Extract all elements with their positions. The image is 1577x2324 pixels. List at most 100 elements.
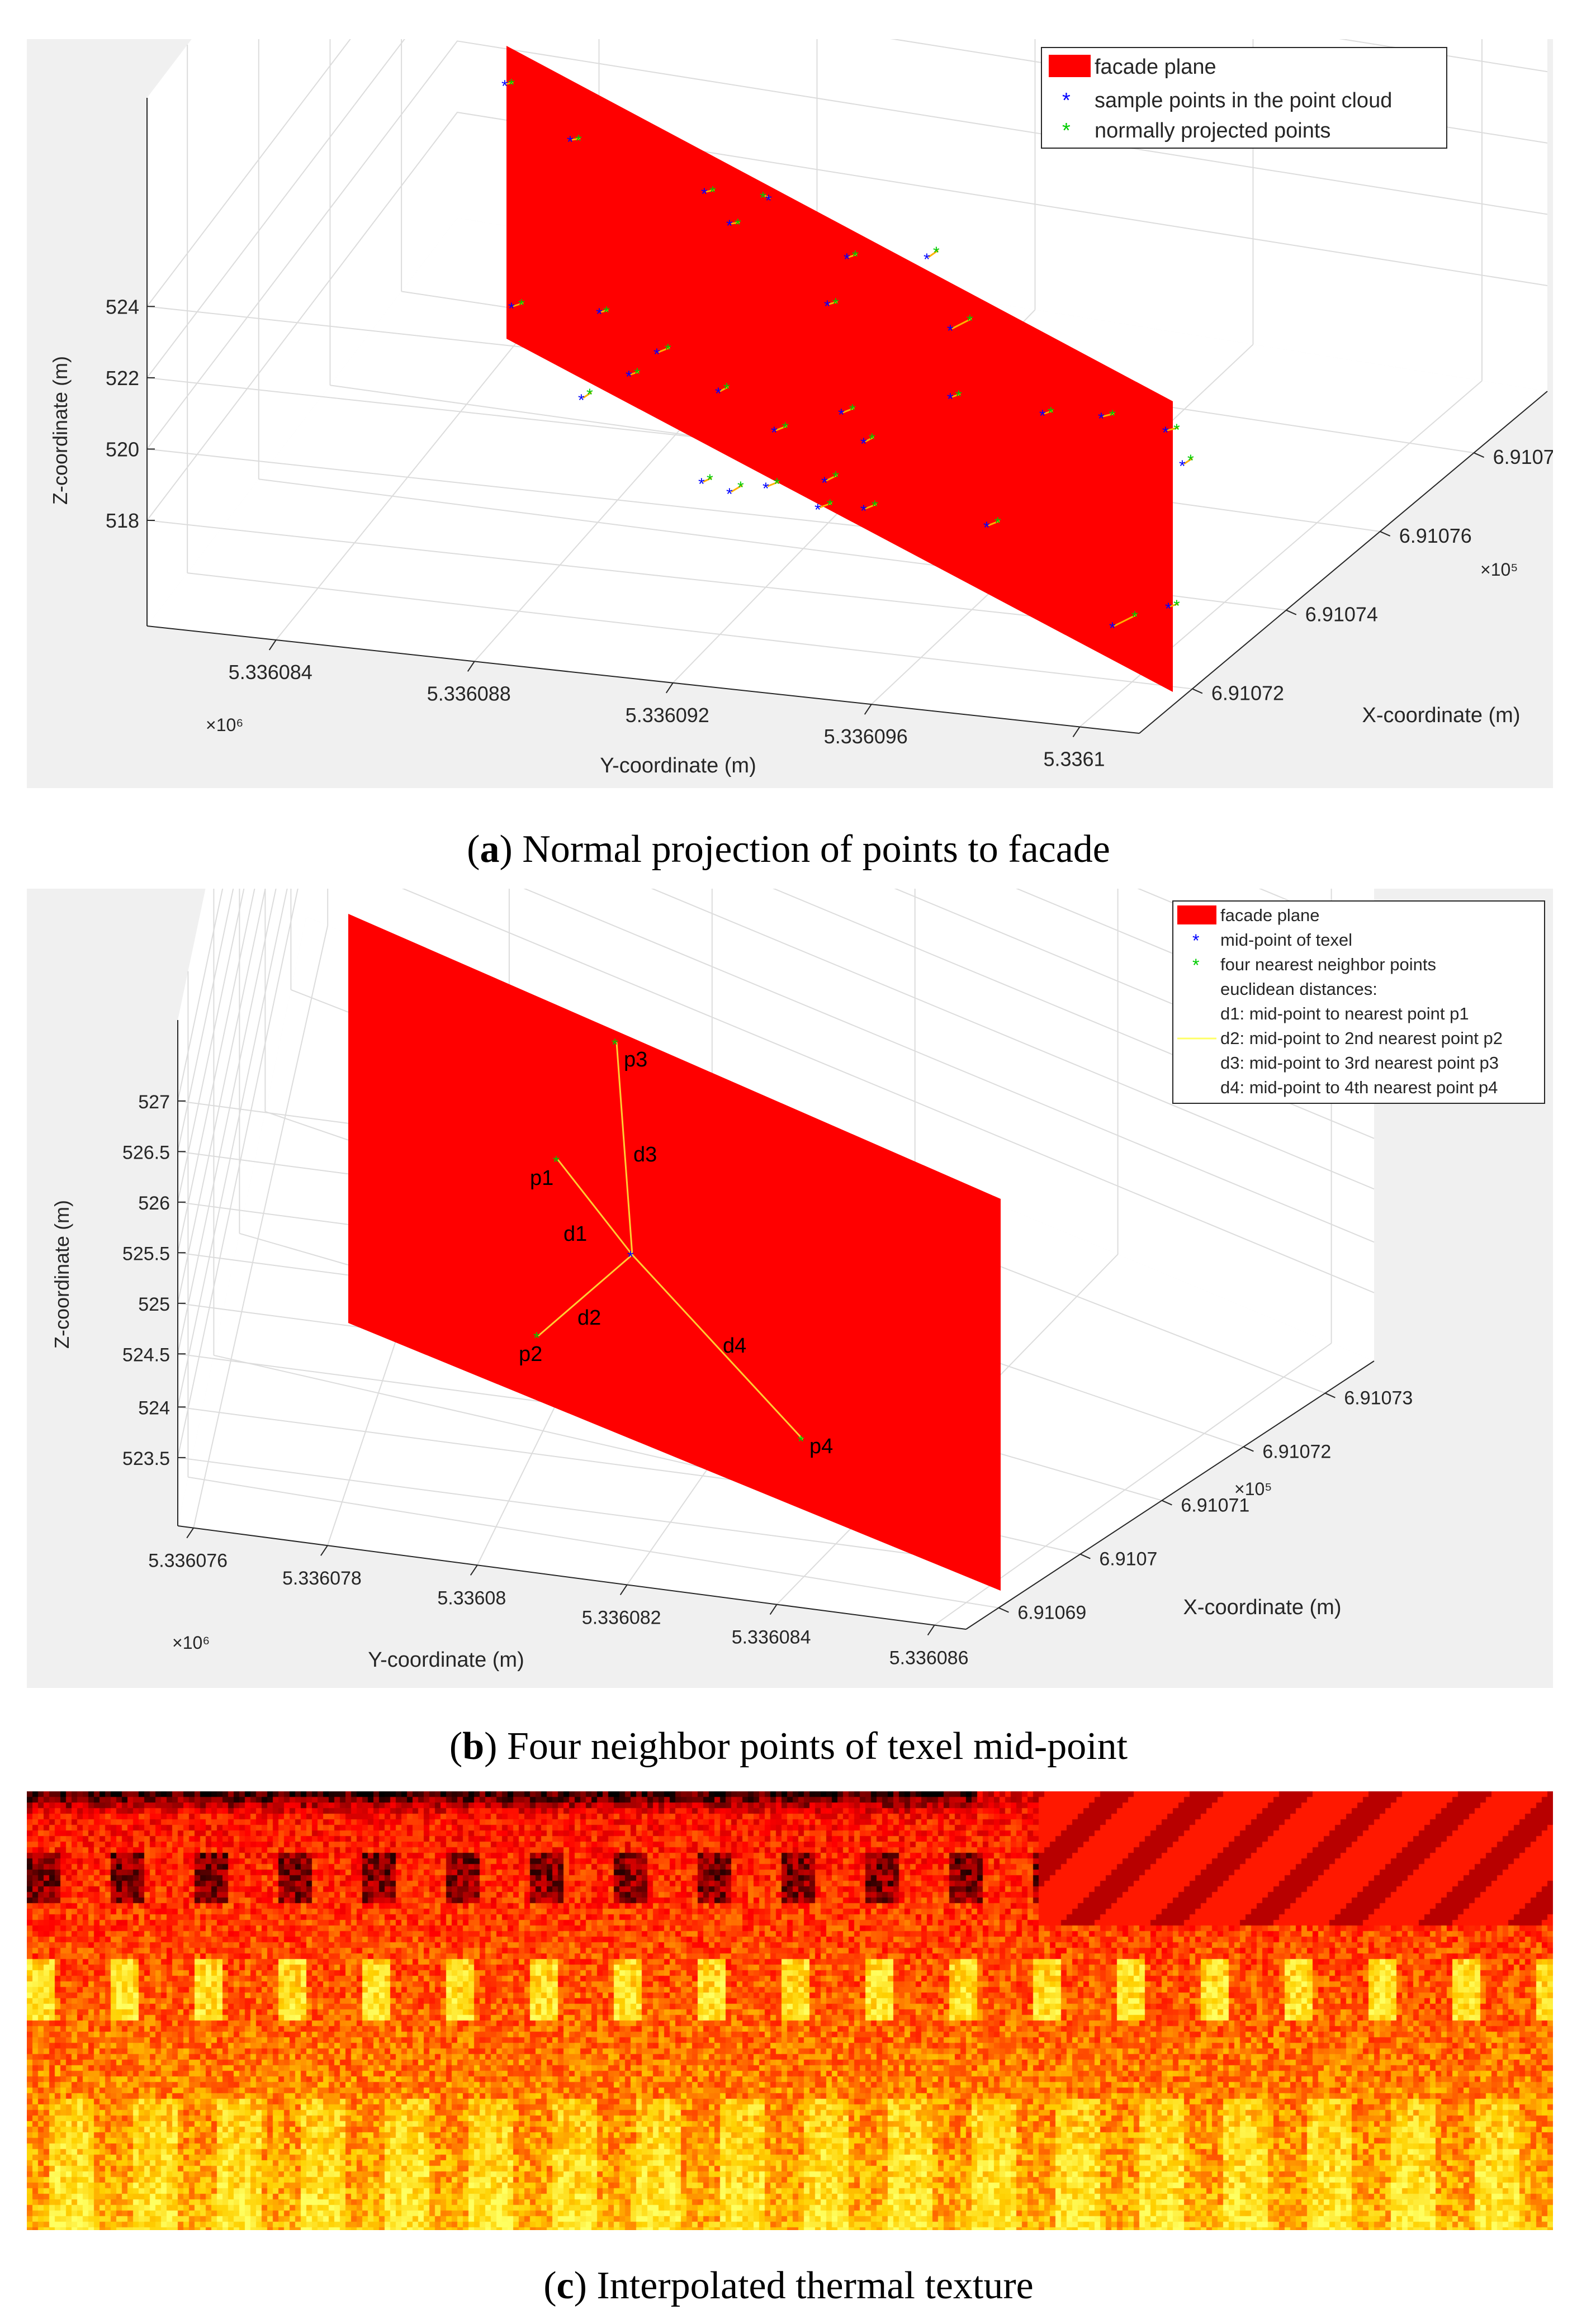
chart-a-z-label: Z-coordinate (m) [49, 356, 72, 505]
sample-point: * [860, 435, 867, 453]
distance-label-d2: d2 [577, 1306, 601, 1330]
projected-point: * [665, 341, 671, 359]
chart-b-y-tick-label: 5.33608 [437, 1587, 506, 1609]
caption-b-text: ) Four neighbor points of texel mid-poin… [484, 1725, 1128, 1768]
chart-a-panel: * * * * * * * * * * * * * * * * * * * * * * * * * * * * * * * * * * * * * * * *… [27, 39, 1553, 788]
projection-segment [826, 474, 838, 482]
sample-point: * [824, 297, 831, 316]
chart-a-legend: facade plane * sample points in the poin… [1041, 47, 1447, 149]
legend-a-facade-swatch [1049, 55, 1091, 77]
projected-point: * [774, 475, 780, 494]
chart-b-x-tick-label: 6.91071 [1181, 1495, 1249, 1516]
sample-point: * [983, 519, 990, 537]
chart-b-z-tick-label: 526.5 [122, 1142, 170, 1163]
sample-point: * [1109, 619, 1116, 638]
chart-a-facade-plane [506, 46, 1173, 692]
projected-point: * [723, 380, 730, 399]
sample-point: * [763, 480, 769, 498]
sample-point: * [653, 345, 660, 364]
chart-b-y-tick-label: 5.336084 [732, 1627, 811, 1648]
chart-a-z-tick-label: 524 [106, 295, 139, 318]
chart-b-x-tick-label: 6.91073 [1344, 1388, 1413, 1409]
sample-point: * [844, 250, 850, 269]
chart-b-z-tick-label: 525 [138, 1294, 170, 1315]
projection-segment [828, 301, 838, 305]
projected-point: * [955, 387, 962, 406]
chart-a-y-tick-label: 5.336096 [824, 725, 908, 748]
projected-point: * [849, 401, 856, 420]
projected-point: * [737, 478, 744, 497]
legend-b-euclid-label: euclidean distances: [1220, 979, 1377, 999]
legend-b-neighbor-marker: * [1192, 955, 1199, 975]
projected-point: * [967, 312, 973, 330]
projected-point: * [933, 244, 940, 262]
chart-b-z-tick-label: 527 [138, 1092, 170, 1113]
chart-b-x-tick-label: 6.9107 [1099, 1549, 1157, 1570]
chart-a-x-tick-label: 6.91076 [1399, 524, 1472, 547]
chart-b-z-tick-label: 524.5 [122, 1344, 170, 1365]
sample-point: * [715, 385, 722, 403]
legend-a-facade-label: facade plane [1095, 55, 1216, 79]
legend-a-projected-marker: * [1062, 119, 1071, 143]
projected-point: * [603, 303, 610, 322]
chart-a-y-axis-line [146, 625, 1140, 734]
projection-segment [506, 82, 514, 85]
sample-point: * [924, 250, 930, 269]
legend-b-d4-label: d4: mid-point to 4th nearest point p4 [1220, 1078, 1498, 1097]
legend-b-mid-marker: * [1192, 931, 1199, 951]
chart-b-x-tick-label: 6.91069 [1017, 1602, 1086, 1624]
legend-b-d2-label: d2: mid-point to 2nd nearest point p2 [1220, 1028, 1503, 1048]
point-label-p3: p3 [624, 1048, 647, 1071]
projection-segment [848, 253, 858, 258]
point-label-p1: p1 [530, 1166, 553, 1190]
chart-a-x-tick-label: 6.91078 [1493, 445, 1553, 468]
projection-segment [571, 137, 581, 141]
projected-point: * [869, 430, 875, 449]
chart-b-z-tick-label: 523.5 [122, 1448, 170, 1469]
point-label-p2: p2 [519, 1343, 542, 1366]
sample-point: * [567, 133, 574, 151]
projection-segment [513, 302, 524, 307]
sample-point: * [501, 77, 508, 96]
caption-b-letter: b [462, 1725, 485, 1768]
sample-point: * [1179, 457, 1186, 476]
projection-segment [583, 391, 592, 399]
projection-segment [865, 503, 877, 510]
projected-point: * [1173, 597, 1180, 615]
sample-point: * [626, 368, 632, 386]
chart-b-x-axis-line [965, 1360, 1375, 1630]
chart-b-x-label: X-coordinate (m) [1183, 1596, 1342, 1619]
projected-point: * [827, 496, 834, 515]
caption-a: (a) Normal projection of points to facad… [467, 828, 1110, 871]
projection-segment [842, 407, 855, 414]
chart-b-y-tick-label: 5.336078 [282, 1568, 362, 1589]
chart-b-panel: * * * * * 5.336086 5.336084 5.336082 5.33608 5.3… [27, 889, 1553, 1688]
projected-point: * [586, 386, 593, 404]
projection-segment [819, 502, 832, 509]
projection-segment [1167, 426, 1179, 431]
caption-c-text: ) Interpolated thermal texture [574, 2264, 1034, 2307]
legend-b-d1-label: d1: mid-point to nearest point p1 [1220, 1004, 1469, 1023]
sample-point: * [1162, 424, 1169, 442]
projection-segment [1183, 457, 1193, 465]
chart-a-x-multiplier: ×10⁵ [1480, 559, 1518, 580]
projection-segment [705, 189, 715, 193]
projection-segment [1102, 412, 1115, 418]
projected-point: * [1173, 421, 1180, 439]
projected-point: * [994, 514, 1001, 533]
chart-b-y-label: Y-coordinate (m) [368, 1648, 524, 1672]
legend-b-facade-swatch [1177, 905, 1216, 924]
projected-point: * [634, 365, 641, 383]
projection-segment [775, 425, 788, 431]
sample-point: * [578, 391, 585, 410]
distance-label-d3: d3 [633, 1143, 657, 1166]
neighbor-point-p4: * [798, 1433, 804, 1451]
chart-a-z-tick-label: 518 [106, 509, 139, 532]
chart-a-axes: 5.3361 5.336096 5.336092 5.336088 5.336084 6.… [106, 98, 1553, 770]
chart-b-y-multiplier: ×10⁶ [172, 1633, 210, 1653]
projection-segment [703, 477, 712, 483]
chart-b-z-tick-label: 526 [138, 1193, 170, 1214]
projected-point: * [735, 216, 741, 234]
sample-point: * [1039, 407, 1046, 425]
chart-b-z-label: Z-coordinate (m) [50, 1200, 73, 1349]
